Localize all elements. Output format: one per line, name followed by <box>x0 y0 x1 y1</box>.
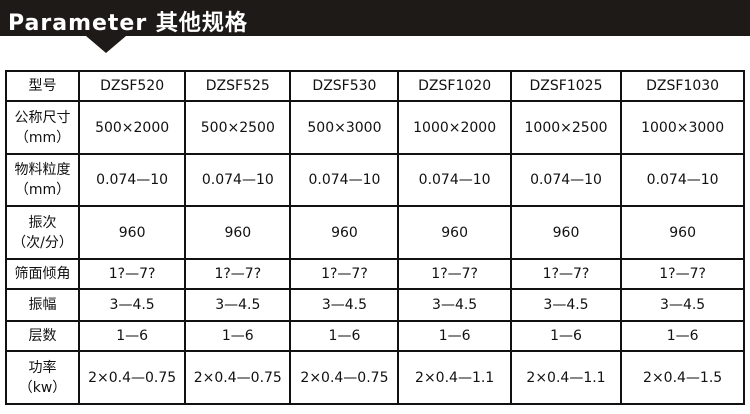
table-cell: 2×0.4—0.75 <box>184 350 292 405</box>
row-label-unit: （次/分） <box>12 234 73 251</box>
table-cell: 1—6 <box>78 320 187 352</box>
table-cell: DZSF1020 <box>397 70 512 102</box>
row-label-text: 公称尺寸 <box>14 109 71 126</box>
table-cell: 3—4.5 <box>289 288 400 322</box>
row-label: 筛面倾角 <box>4 258 81 290</box>
table-row: 物料粒度 （mm） 0.074—10 0.074—10 0.074—10 0.074—10… <box>4 153 745 207</box>
row-label: 物料粒度 （mm） <box>4 153 81 207</box>
row-label-text: 层数 <box>28 328 57 344</box>
table-cell: 2×0.4—0.75 <box>289 350 400 405</box>
table-cell: 1—6 <box>397 320 512 352</box>
row-label: 公称尺寸 （mm） <box>4 100 81 155</box>
table-cell: 500×2000 <box>78 100 187 155</box>
table-cell: 2×0.4—1.1 <box>509 350 623 405</box>
table-cell: DZSF1030 <box>620 70 745 102</box>
table-cell: 0.074—10 <box>78 153 187 207</box>
row-label-text: 筛面倾角 <box>14 266 71 282</box>
table-row: 型号 DZSF520 DZSF525 DZSF530 DZSF1020 DZSF1025 D… <box>4 70 745 102</box>
table-cell: 1—6 <box>620 320 745 352</box>
table-row: 功率 （kw） 2×0.4—0.75 2×0.4—0.75 2×0.4—0.75 2×0.… <box>4 350 745 405</box>
table-cell: 0.074—10 <box>289 153 400 207</box>
table-cell: 500×2500 <box>184 100 292 155</box>
table-cell: 3—4.5 <box>509 288 623 322</box>
table-cell: 960 <box>397 205 512 260</box>
table-cell: 500×3000 <box>289 100 400 155</box>
table-cell: 960 <box>78 205 187 260</box>
row-label-unit: （kw） <box>18 379 67 396</box>
table-cell: 0.074—10 <box>620 153 745 207</box>
table-cell: DZSF520 <box>78 70 187 102</box>
table-cell: 1?—7? <box>289 258 400 290</box>
table-cell: 2×0.4—1.5 <box>620 350 745 405</box>
row-label-text: 振幅 <box>28 297 57 313</box>
table-cell: 1000×2500 <box>509 100 623 155</box>
row-label: 层数 <box>4 320 81 352</box>
table-row: 筛面倾角 1?—7? 1?—7? 1?—7? 1?—7? 1?—7? 1?—7? <box>4 258 745 290</box>
section-header: Parameter 其他规格 <box>0 0 750 36</box>
table-cell: 1?—7? <box>78 258 187 290</box>
table-row: 公称尺寸 （mm） 500×2000 500×2500 500×3000 1000×200… <box>4 100 745 155</box>
table-cell: 960 <box>620 205 745 260</box>
row-label-unit: （mm） <box>14 182 71 198</box>
table-cell: 1000×2000 <box>397 100 512 155</box>
table-cell: 960 <box>289 205 400 260</box>
table-cell: DZSF530 <box>289 70 400 102</box>
row-label-text: 物料粒度 <box>14 162 71 178</box>
table-cell: 0.074—10 <box>509 153 623 207</box>
table-cell: DZSF525 <box>184 70 292 102</box>
row-label-unit: （mm） <box>14 129 71 146</box>
table-cell: 1?—7? <box>620 258 745 290</box>
table-cell: 3—4.5 <box>397 288 512 322</box>
table-row: 振次 （次/分） 960 960 960 960 960 960 <box>4 205 745 260</box>
table-cell: 0.074—10 <box>397 153 512 207</box>
table-row: 层数 1—6 1—6 1—6 1—6 1—6 1—6 <box>4 320 745 352</box>
table-cell: 3—4.5 <box>184 288 292 322</box>
row-label-text: 振次 <box>28 214 57 231</box>
row-label: 功率 （kw） <box>4 350 81 405</box>
row-label: 振幅 <box>4 288 81 322</box>
row-label: 型号 <box>4 70 81 102</box>
table-cell: 1?—7? <box>397 258 512 290</box>
table-cell: 1000×3000 <box>620 100 745 155</box>
row-label-text: 型号 <box>28 78 57 94</box>
section-title: Parameter 其他规格 <box>8 11 248 36</box>
table-row: 振幅 3—4.5 3—4.5 3—4.5 3—4.5 3—4.5 3—4.5 <box>4 288 745 322</box>
row-label: 振次 （次/分） <box>4 205 81 260</box>
table-cell: 1?—7? <box>509 258 623 290</box>
table-cell: 3—4.5 <box>78 288 187 322</box>
table-cell: 1—6 <box>509 320 623 352</box>
table-cell: 2×0.4—0.75 <box>78 350 187 405</box>
table-cell: 3—4.5 <box>620 288 745 322</box>
table-cell: 960 <box>184 205 292 260</box>
table-cell: 2×0.4—1.1 <box>397 350 512 405</box>
row-label-text: 功率 <box>28 359 57 376</box>
table-cell: DZSF1025 <box>509 70 623 102</box>
table-cell: 1?—7? <box>184 258 292 290</box>
table-cell: 960 <box>509 205 623 260</box>
spec-table: 型号 DZSF520 DZSF525 DZSF530 DZSF1020 DZSF1025 D… <box>4 70 745 405</box>
table-cell: 1—6 <box>184 320 292 352</box>
header-pointer <box>86 36 126 53</box>
table-cell: 1—6 <box>289 320 400 352</box>
table-cell: 0.074—10 <box>184 153 292 207</box>
